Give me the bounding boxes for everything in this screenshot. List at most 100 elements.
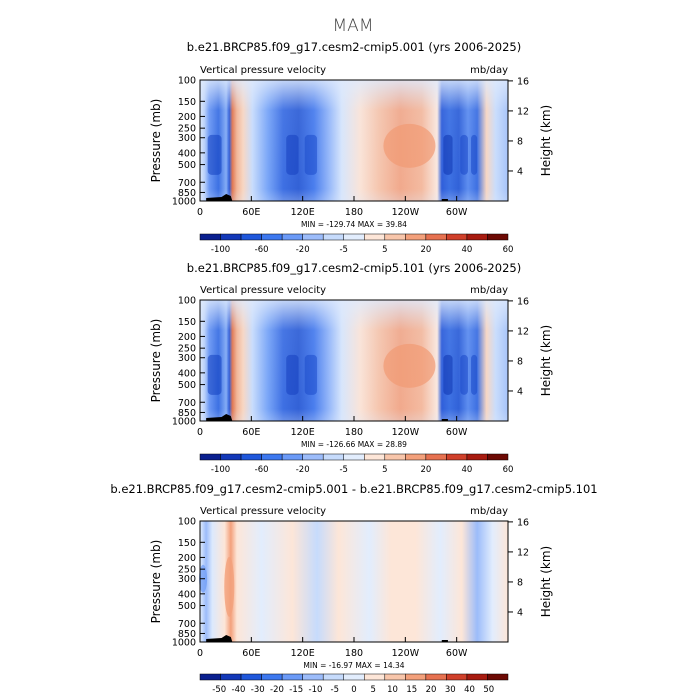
y-tick-label: 850 xyxy=(178,408,196,419)
colorbar-label: 20 xyxy=(420,465,431,475)
topography xyxy=(441,199,448,201)
colorbar-swatch xyxy=(425,233,447,241)
colorbar-swatch xyxy=(281,233,303,241)
y-tick-label: 700 xyxy=(178,619,196,630)
colorbar-label: 40 xyxy=(462,465,473,475)
panel-variable-label: Vertical pressure velocity xyxy=(200,285,326,296)
colorbar-swatch xyxy=(364,673,386,681)
y-axis-title: Pressure (mb) xyxy=(149,540,163,624)
y-right-axis-title: Height (km) xyxy=(539,546,553,617)
y-tick-label: 400 xyxy=(178,589,196,600)
panel-3: b.e21.BRCP85.f09_g17.cesm2-cmip5.001 - b… xyxy=(110,482,597,695)
y-tick-label: 850 xyxy=(178,188,196,199)
colorbar-swatch xyxy=(343,673,365,681)
colorbar-swatch xyxy=(466,233,488,241)
ascent-core xyxy=(471,354,478,395)
panels: b.e21.BRCP85.f09_g17.cesm2-cmip5.001 (yr… xyxy=(110,40,597,695)
panel-units-label: mb/day xyxy=(470,65,508,76)
y-right-tick-label: 16 xyxy=(517,76,529,87)
colorbar-swatch xyxy=(199,453,221,461)
x-tick-label: 120E xyxy=(291,648,315,659)
colorbar-label: -5 xyxy=(339,245,347,255)
colorbar-label: 5 xyxy=(371,685,376,695)
y-tick-label: 150 xyxy=(178,538,196,549)
y-tick-label: 500 xyxy=(178,601,196,612)
x-tick-label: 120E xyxy=(291,427,315,438)
x-tick-label: 60W xyxy=(446,648,468,659)
colorbar-swatch xyxy=(364,453,386,461)
topography xyxy=(206,194,233,201)
y-right-tick-label: 12 xyxy=(517,547,529,558)
panel-2: b.e21.BRCP85.f09_g17.cesm2-cmip5.101 (yr… xyxy=(149,261,553,475)
colorbar-label: 30 xyxy=(445,685,456,695)
colorbar-swatch xyxy=(240,673,262,681)
y-tick-label: 300 xyxy=(178,574,196,585)
y-tick-label: 100 xyxy=(178,296,196,307)
y-tick-label: 150 xyxy=(178,317,196,328)
colorbar-swatch xyxy=(240,233,262,241)
colorbar-label: -20 xyxy=(270,685,284,695)
y-tick-label: 300 xyxy=(178,353,196,364)
colorbar-label: -5 xyxy=(339,465,347,475)
colorbar-swatch xyxy=(405,453,427,461)
y-tick-label: 700 xyxy=(178,178,196,189)
colorbar-swatch xyxy=(220,453,242,461)
colorbar-label: 40 xyxy=(462,245,473,255)
ascent-core xyxy=(286,354,299,395)
colorbar-label: 50 xyxy=(483,685,494,695)
colorbar-swatch xyxy=(281,673,303,681)
panel-title: b.e21.BRCP85.f09_g17.cesm2-cmip5.001 (yr… xyxy=(187,40,521,54)
y-tick-label: 250 xyxy=(178,344,196,355)
panel-variable-label: Vertical pressure velocity xyxy=(200,65,326,76)
y-tick-label: 250 xyxy=(178,565,196,576)
colorbar-label: 20 xyxy=(426,685,437,695)
x-tick-label: 180 xyxy=(345,427,363,438)
y-tick-label: 400 xyxy=(178,368,196,379)
colorbar-swatch xyxy=(322,673,344,681)
ascent-core xyxy=(304,354,318,395)
topography xyxy=(441,419,448,421)
x-tick-label: 60W xyxy=(446,207,468,218)
y-right-tick-label: 16 xyxy=(517,517,529,528)
field-fade xyxy=(200,80,508,201)
colorbar-swatch xyxy=(446,673,468,681)
colorbar-label: -10 xyxy=(309,685,323,695)
colorbar-label: -20 xyxy=(296,465,310,475)
colorbar-label: -100 xyxy=(211,245,230,255)
y-axis-title: Pressure (mb) xyxy=(149,99,163,183)
colorbar-swatch xyxy=(446,233,468,241)
x-tick-label: 120W xyxy=(392,648,420,659)
colorbar-swatch xyxy=(199,233,221,241)
y-tick-label: 100 xyxy=(178,517,196,528)
ascent-core xyxy=(443,354,453,395)
colorbar-label: 15 xyxy=(406,685,417,695)
colorbar-swatch xyxy=(384,453,406,461)
colorbar-label: -15 xyxy=(289,685,303,695)
colorbar-label: 10 xyxy=(387,685,398,695)
colorbar-swatch xyxy=(261,453,283,461)
colorbar-swatch xyxy=(384,233,406,241)
colorbar-swatch xyxy=(281,453,303,461)
x-tick-label: 180 xyxy=(345,648,363,659)
colorbar-label: 0 xyxy=(351,685,356,695)
topography xyxy=(441,640,448,642)
field-fill xyxy=(200,521,508,642)
colorbar-swatch xyxy=(405,673,427,681)
ascent-core xyxy=(460,354,468,395)
x-tick-label: 60E xyxy=(242,207,260,218)
panel-title: b.e21.BRCP85.f09_g17.cesm2-cmip5.101 (yr… xyxy=(187,261,521,275)
colorbar-swatch xyxy=(446,453,468,461)
colorbar-swatch xyxy=(343,453,365,461)
y-tick-label: 1000 xyxy=(172,417,196,428)
y-right-tick-label: 8 xyxy=(517,577,523,588)
y-tick-label: 500 xyxy=(178,380,196,391)
colorbar-label: -40 xyxy=(232,685,246,695)
diff-core xyxy=(224,556,235,617)
colorbar-label: 40 xyxy=(464,685,475,695)
colorbar-swatch xyxy=(487,673,509,681)
colorbar-swatch xyxy=(302,233,324,241)
y-right-tick-label: 8 xyxy=(517,356,523,367)
x-tick-label: 60W xyxy=(446,427,468,438)
y-tick-label: 300 xyxy=(178,133,196,144)
x-tick-label: 60E xyxy=(242,648,260,659)
